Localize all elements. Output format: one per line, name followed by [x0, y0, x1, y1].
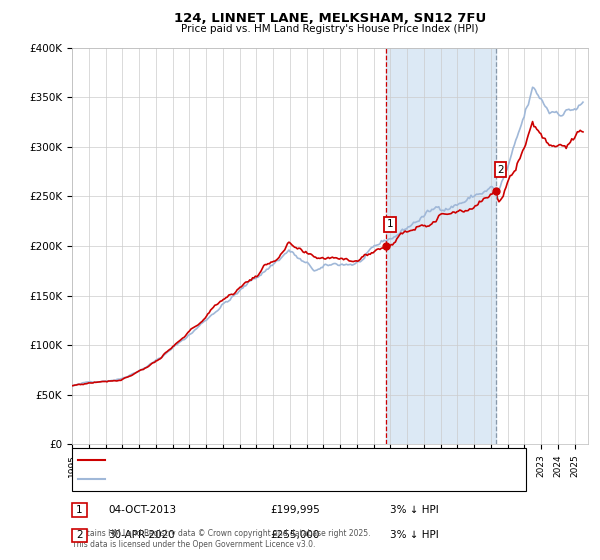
Text: £199,995: £199,995: [270, 505, 320, 515]
Text: 3% ↓ HPI: 3% ↓ HPI: [390, 530, 439, 540]
Bar: [386, 48, 496, 445]
Text: 30-APR-2020: 30-APR-2020: [108, 530, 175, 540]
Text: 2: 2: [497, 165, 504, 175]
Text: HPI: Average price, semi-detached house, Wiltshire: HPI: Average price, semi-detached house,…: [110, 474, 360, 484]
Text: 2: 2: [76, 530, 83, 540]
Text: £255,000: £255,000: [270, 530, 319, 540]
Text: Contains HM Land Registry data © Crown copyright and database right 2025.
This d: Contains HM Land Registry data © Crown c…: [72, 529, 371, 549]
Text: 124, LINNET LANE, MELKSHAM, SN12 7FU (semi-detached house): 124, LINNET LANE, MELKSHAM, SN12 7FU (se…: [110, 455, 430, 465]
Text: 1: 1: [76, 505, 83, 515]
Text: 1: 1: [387, 219, 394, 229]
Text: 04-OCT-2013: 04-OCT-2013: [108, 505, 176, 515]
Text: 124, LINNET LANE, MELKSHAM, SN12 7FU: 124, LINNET LANE, MELKSHAM, SN12 7FU: [174, 12, 486, 25]
Text: Price paid vs. HM Land Registry's House Price Index (HPI): Price paid vs. HM Land Registry's House …: [181, 24, 479, 34]
Text: 3% ↓ HPI: 3% ↓ HPI: [390, 505, 439, 515]
